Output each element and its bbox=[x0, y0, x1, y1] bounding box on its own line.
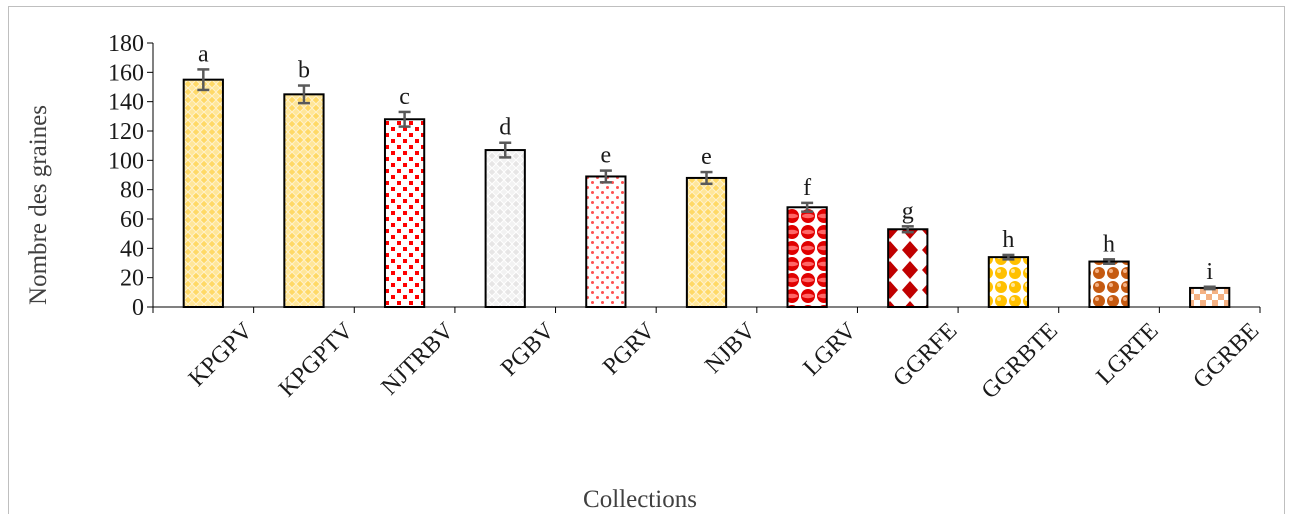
bar bbox=[383, 118, 426, 309]
significance-letter: a bbox=[198, 41, 209, 67]
bar bbox=[1088, 260, 1130, 308]
significance-letter: d bbox=[499, 115, 511, 141]
bar bbox=[1189, 286, 1231, 308]
chart-frame bbox=[8, 6, 1285, 514]
significance-letter: c bbox=[399, 84, 410, 110]
y-tick-label: 40 bbox=[120, 236, 144, 262]
y-tick-label: 60 bbox=[120, 207, 144, 233]
bar bbox=[484, 149, 526, 308]
x-axis-title: Collections bbox=[583, 486, 697, 513]
x-tick-label: LGRV bbox=[798, 317, 862, 381]
x-tick-label: GGRBE bbox=[1188, 318, 1264, 394]
significance-letter: g bbox=[902, 198, 914, 224]
x-tick-label: NJTRBV bbox=[377, 317, 460, 400]
y-tick-label: 20 bbox=[120, 266, 144, 292]
y-axis-title: Nombre des graines bbox=[25, 105, 52, 305]
bar bbox=[283, 93, 325, 309]
significance-letter: e bbox=[701, 144, 712, 170]
bar bbox=[182, 78, 224, 308]
x-axis-labels: KPGPV KPGPTV NJTRBV PGBV PGRV NJBV LGRV GGRFE GG… bbox=[184, 317, 1264, 404]
significance-letter: h bbox=[1002, 227, 1014, 253]
x-tick-label: GGRBTE bbox=[977, 318, 1063, 404]
significance-letter: b bbox=[298, 58, 310, 84]
x-tick-label: NJBV bbox=[700, 317, 761, 378]
y-tick-label: 140 bbox=[108, 90, 144, 116]
x-tick-label: PGRV bbox=[598, 317, 661, 380]
x-tick-label: GGRFE bbox=[888, 318, 962, 392]
significance-letter: i bbox=[1206, 259, 1213, 285]
x-tick-label: KPGPTV bbox=[274, 317, 359, 402]
bar bbox=[685, 176, 728, 308]
bars: a b c d e e f g h h i bbox=[182, 41, 1231, 309]
x-tick-label: KPGPV bbox=[184, 317, 259, 392]
significance-letter: f bbox=[803, 175, 811, 201]
x-tick-label: PGBV bbox=[496, 317, 560, 381]
significance-letter: e bbox=[601, 143, 612, 169]
y-tick-label: 180 bbox=[108, 31, 144, 57]
bar bbox=[987, 256, 1030, 308]
axes bbox=[152, 43, 1261, 313]
bar bbox=[786, 206, 828, 308]
bar bbox=[585, 175, 627, 308]
significance-letter: h bbox=[1103, 231, 1115, 257]
bar bbox=[887, 228, 929, 308]
x-tick-label: LGRTE bbox=[1092, 318, 1164, 390]
y-tick-label: 160 bbox=[108, 60, 144, 86]
y-tick-label: 0 bbox=[132, 295, 144, 321]
y-axis-ticks: 0 20 40 60 80 100 120 140 160 180 bbox=[108, 31, 153, 321]
y-tick-label: 80 bbox=[120, 178, 144, 204]
y-tick-label: 120 bbox=[108, 119, 144, 145]
y-tick-label: 100 bbox=[108, 148, 144, 174]
